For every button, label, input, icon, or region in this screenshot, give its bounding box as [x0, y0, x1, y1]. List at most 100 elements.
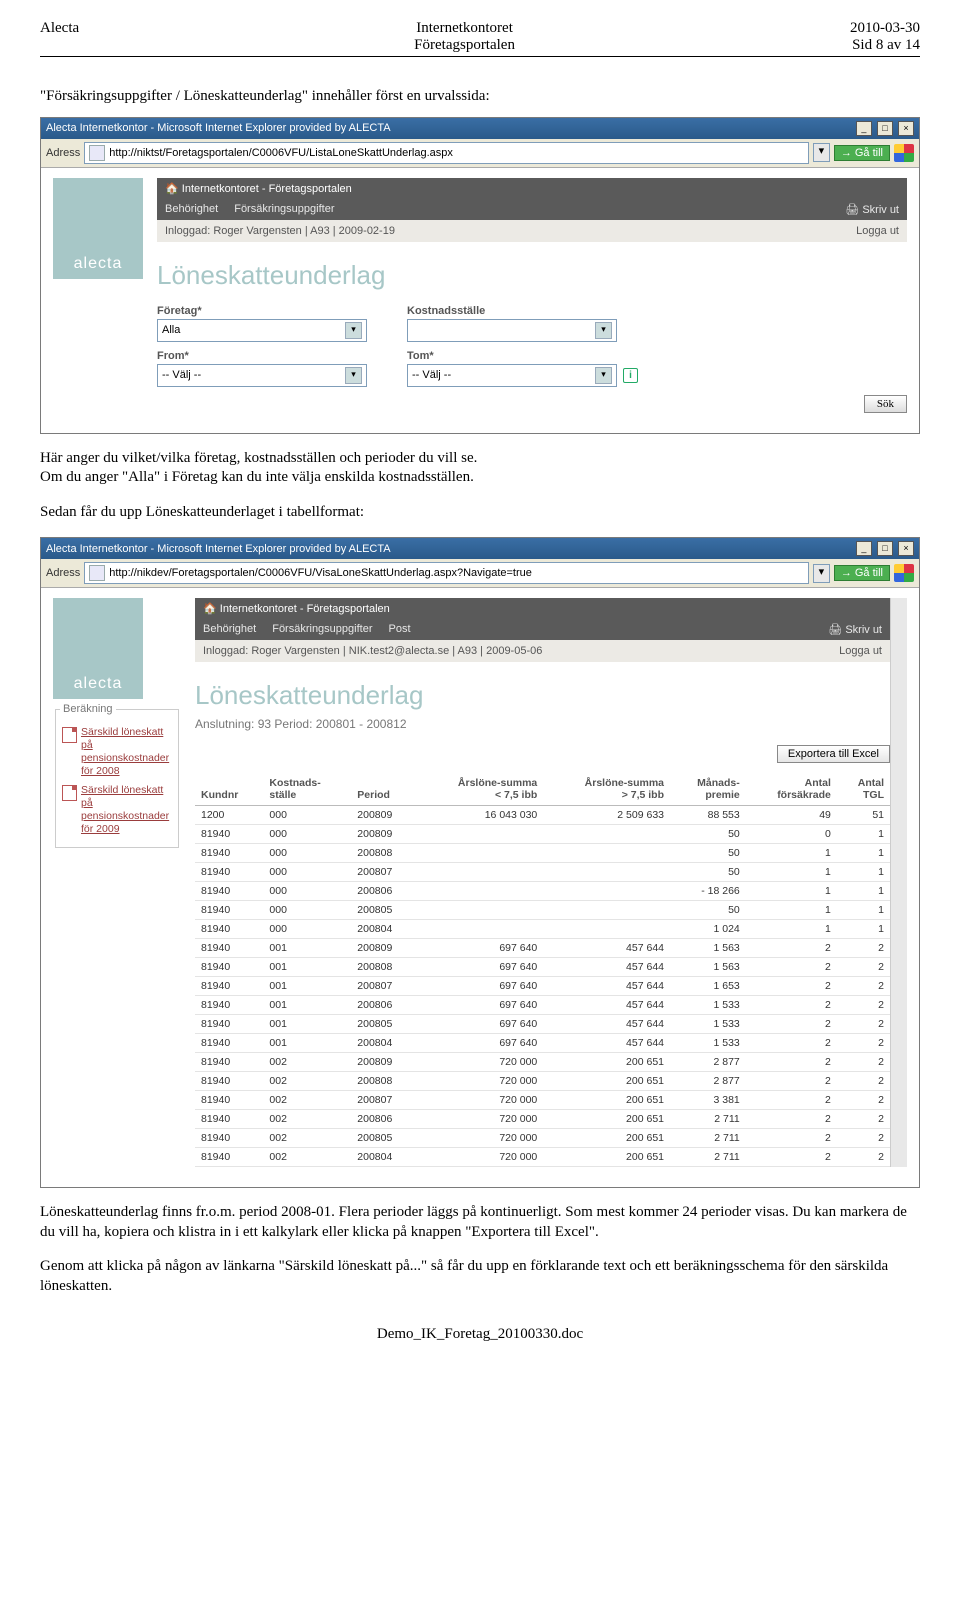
page-title-2: Löneskatteunderlag [195, 680, 890, 711]
window-titlebar: Alecta Internetkontor - Microsoft Intern… [41, 118, 919, 139]
pdf-icon [62, 785, 77, 801]
table-row: 81940002200804720 000200 6512 71122 [195, 1148, 890, 1167]
logged-in-text: Inloggad: Roger Vargensten | A93 | 2009-… [165, 225, 395, 237]
doc-header: Alecta Internetkontoret Företagsportalen… [40, 20, 920, 57]
footer: Demo_IK_Foretag_20100330.doc [40, 1326, 920, 1343]
info-icon[interactable]: i [623, 368, 638, 383]
address-bar-2: Adress http://nikdev/Foretagsportalen/C0… [41, 559, 919, 588]
table-row: 81940002200806720 000200 6512 71122 [195, 1110, 890, 1129]
info-bar: Inloggad: Roger Vargensten | A93 | 2009-… [157, 220, 907, 242]
page-title: Löneskatteunderlag [157, 260, 907, 291]
go-button-2[interactable]: Gå till [834, 565, 890, 581]
maximize-button[interactable]: □ [877, 121, 893, 136]
browser-window-2: Alecta Internetkontor - Microsoft Intern… [40, 537, 920, 1188]
menu-post[interactable]: Post [389, 623, 411, 636]
paragraph-5: Genom att klicka på någon av länkarna "S… [40, 1257, 920, 1296]
window-titlebar-2: Alecta Internetkontor - Microsoft Intern… [41, 538, 919, 559]
page-icon [89, 145, 105, 161]
table-row: 81940002200808720 000200 6512 87722 [195, 1072, 890, 1091]
sidebar-link[interactable]: Särskild löneskatt på pensionskostnader … [62, 726, 172, 779]
table-row: 81940001200806697 640457 6441 53322 [195, 996, 890, 1015]
doc-header-center: Internetkontoret Företagsportalen [79, 20, 850, 54]
table-row: 819400002008055011 [195, 901, 890, 920]
menu-behorighet-2[interactable]: Behörighet [203, 623, 256, 636]
windows-flag-icon-2 [894, 564, 914, 582]
doc-header-left: Alecta [40, 20, 79, 54]
logout-link[interactable]: Logga ut [856, 225, 899, 237]
url-input-2[interactable]: http://nikdev/Foretagsportalen/C0006VFU/… [84, 562, 809, 584]
table-row: 81940001200805697 640457 6441 53322 [195, 1015, 890, 1034]
label-kostnadsstalle: Kostnadsställe [407, 305, 617, 317]
logged-in-text-2: Inloggad: Roger Vargensten | NIK.test2@a… [203, 645, 542, 657]
url-dropdown-2[interactable]: ▾ [813, 564, 830, 583]
info-bar-2: Inloggad: Roger Vargensten | NIK.test2@a… [195, 640, 890, 662]
search-button[interactable]: Sök [864, 395, 907, 413]
table-header: Månads-premie [670, 773, 746, 806]
table-row: 819400002008041 02411 [195, 920, 890, 939]
address-label-2: Adress [46, 567, 80, 579]
table-row: 81940002200807720 000200 6513 38122 [195, 1091, 890, 1110]
go-button[interactable]: Gå till [834, 145, 890, 161]
select-tom[interactable]: -- Välj --▾ [407, 364, 617, 387]
browser-window-1: Alecta Internetkontor - Microsoft Intern… [40, 117, 920, 434]
table-header: Kostnads-ställe [263, 773, 351, 806]
select-kostnadsstalle[interactable]: ▾ [407, 319, 617, 342]
table-header: Period [351, 773, 416, 806]
url-dropdown[interactable]: ▾ [813, 143, 830, 162]
paragraph-4: Löneskatteunderlag finns fr.o.m. period … [40, 1203, 920, 1242]
table-header: Antalförsäkrade [746, 773, 837, 806]
url-text-2: http://nikdev/Foretagsportalen/C0006VFU/… [109, 567, 532, 579]
subtitle: Anslutning: 93 Period: 200801 - 200812 [195, 717, 890, 731]
logout-link-2[interactable]: Logga ut [839, 645, 882, 657]
window-buttons-2: _ □ × [854, 541, 914, 556]
paragraph-intro: "Försäkringsuppgifter / Löneskatteunderl… [40, 87, 920, 107]
table-row: 819400002008085011 [195, 844, 890, 863]
url-text: http://niktst/Foretagsportalen/C0006VFU/… [109, 147, 453, 159]
alecta-logo-2: alecta [53, 598, 143, 699]
label-from: From* [157, 350, 367, 362]
menu-forsakringsuppgifter-2[interactable]: Försäkringsuppgifter [272, 623, 372, 636]
label-foretag: Företag* [157, 305, 367, 317]
select-foretag[interactable]: Alla▾ [157, 319, 367, 342]
table-row: 81940000200806- 18 26611 [195, 882, 890, 901]
table-row: 81940002200805720 000200 6512 71122 [195, 1129, 890, 1148]
portal-menubar: Behörighet Försäkringsuppgifter 🖨 Skriv … [157, 199, 907, 220]
sidebar-legend: Beräkning [60, 703, 116, 715]
doc-header-right: 2010-03-30 Sid 8 av 14 [850, 20, 920, 54]
windows-flag-icon [894, 144, 914, 162]
export-excel-button[interactable]: Exportera till Excel [777, 745, 890, 763]
print-link-2[interactable]: 🖨 Skriv ut [828, 623, 882, 636]
table-row: 81940002200809720 000200 6512 87722 [195, 1053, 890, 1072]
close-button[interactable]: × [898, 121, 914, 136]
menu-forsakringsuppgifter[interactable]: Försäkringsuppgifter [234, 203, 334, 216]
table-row: 81940001200809697 640457 6441 56322 [195, 939, 890, 958]
table-row: 81940001200807697 640457 6441 65322 [195, 977, 890, 996]
table-header: Årslöne-summa> 7,5 ibb [543, 773, 670, 806]
url-input[interactable]: http://niktst/Foretagsportalen/C0006VFU/… [84, 142, 809, 164]
minimize-button[interactable]: _ [856, 121, 872, 136]
table-row: 81940001200808697 640457 6441 56322 [195, 958, 890, 977]
table-row: 819400002008095001 [195, 825, 890, 844]
table-header: Kundnr [195, 773, 263, 806]
window-buttons: _ □ × [854, 121, 914, 136]
print-link[interactable]: 🖨 Skriv ut [845, 203, 899, 216]
minimize-button-2[interactable]: _ [856, 541, 872, 556]
table-header: AntalTGL [837, 773, 890, 806]
pdf-icon [62, 727, 77, 743]
data-table: KundnrKostnads-ställePeriodÅrslöne-summa… [195, 773, 890, 1167]
close-button-2[interactable]: × [898, 541, 914, 556]
address-label: Adress [46, 147, 80, 159]
menu-behorighet[interactable]: Behörighet [165, 203, 218, 216]
label-tom: Tom* [407, 350, 638, 362]
maximize-button-2[interactable]: □ [877, 541, 893, 556]
window-title-2: Alecta Internetkontor - Microsoft Intern… [46, 543, 391, 555]
alecta-logo: alecta [53, 178, 143, 279]
window-title: Alecta Internetkontor - Microsoft Intern… [46, 122, 391, 134]
portal-topbar: 🏠 Internetkontoret - Företagsportalen [157, 178, 907, 199]
table-row: 120000020080916 043 0302 509 63388 55349… [195, 806, 890, 825]
sidebar-panel: Beräkning Särskild löneskatt på pensions… [55, 703, 179, 848]
table-header: Årslöne-summa< 7,5 ibb [417, 773, 544, 806]
select-from[interactable]: -- Välj --▾ [157, 364, 367, 387]
scrollbar[interactable] [890, 598, 907, 1167]
sidebar-link[interactable]: Särskild löneskatt på pensionskostnader … [62, 784, 172, 837]
